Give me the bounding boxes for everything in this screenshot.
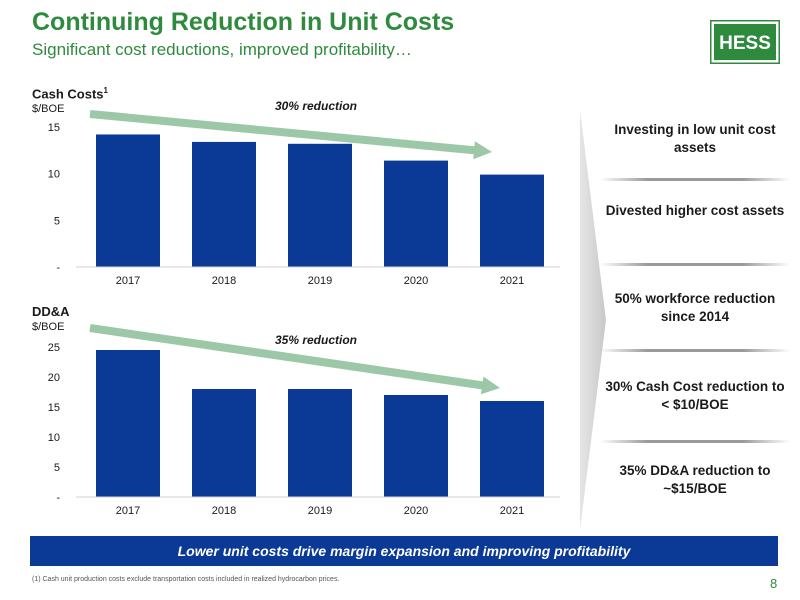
cash-costs-y-tick-label: 5 — [54, 215, 60, 227]
dda-header: DD&A $/BOE — [32, 304, 70, 333]
panel-item-divested: Divested higher cost assets — [605, 203, 785, 218]
dda-bar-2021 — [480, 401, 544, 497]
panel-item-workforce: 50% workforce reduction since 2014 — [614, 291, 776, 324]
dda-y-tick-label: 15 — [48, 402, 60, 414]
dda-reduction-annotation: 35% reduction — [275, 333, 357, 347]
cash-costs-reduction-annotation: 30% reduction — [275, 99, 357, 113]
dda-x-tick-label: 2020 — [404, 505, 428, 517]
cash-costs-bar-2021 — [480, 174, 544, 267]
hess-logo: HESS — [710, 20, 780, 64]
page-number: 8 — [770, 576, 778, 591]
cash-costs-title: Cash Costs1 — [32, 86, 108, 102]
dda-x-tick-label: 2017 — [116, 505, 140, 517]
dda-y-tick-label: - — [56, 492, 60, 504]
dda-x-tick-label: 2019 — [308, 505, 332, 517]
cash-costs-bar-2018 — [192, 141, 256, 267]
cash-costs-x-tick-label: 2019 — [308, 275, 332, 287]
dda-title: DD&A — [32, 304, 70, 319]
cash-costs-x-tick-label: 2020 — [404, 275, 428, 287]
page-subtitle: Significant cost reductions, improved pr… — [32, 40, 412, 59]
cash-costs-x-tick-label: 2018 — [212, 275, 236, 287]
dda-bar-2017 — [96, 350, 160, 497]
dda-bar-2020 — [384, 395, 448, 497]
cash-costs-y-tick-label: 15 — [48, 122, 60, 134]
panel-divider — [600, 440, 790, 443]
dda-y-tick-label: 10 — [48, 432, 60, 444]
panel-divider — [600, 178, 790, 181]
page-title: Continuing Reduction in Unit Costs — [32, 8, 455, 36]
cash-costs-bar-2020 — [384, 160, 448, 267]
footnote: (1) Cash unit production costs exclude t… — [32, 576, 340, 583]
dda-trend-arrow — [89, 324, 501, 395]
dda-bar-2018 — [192, 389, 256, 497]
dda-y-tick-label: 20 — [48, 372, 60, 384]
cash-costs-y-tick-label: 10 — [48, 169, 60, 181]
dda-bar-2019 — [288, 389, 352, 497]
cash-costs-header: Cash Costs1 $/BOE — [32, 86, 108, 115]
panel-divider — [600, 263, 790, 266]
dda-y-tick-label: 25 — [48, 342, 60, 354]
panel-item-dda: 35% DD&A reduction to ~$15/BOE — [619, 463, 771, 496]
panel-item-cash-cost: 30% Cash Cost reduction to < $10/BOE — [605, 379, 785, 412]
panel-divider — [600, 349, 790, 352]
cash-costs-chart: 15 10 5 - 2017 2018 2019 2020 2021 30% reduction — [48, 99, 560, 287]
panel-item-low-unit-cost: Investing in low unit cost assets — [614, 122, 776, 155]
panel-chevron — [580, 110, 606, 530]
dda-x-tick-label: 2018 — [212, 505, 236, 517]
dda-unit: $/BOE — [32, 321, 65, 333]
dda-x-tick-label: 2021 — [500, 505, 524, 517]
cash-costs-trend-arrow — [89, 110, 492, 160]
cash-costs-x-tick-label: 2021 — [500, 275, 524, 287]
cash-costs-bar-2017 — [96, 134, 160, 267]
cash-costs-bar-2019 — [288, 143, 352, 267]
cash-costs-unit: $/BOE — [32, 103, 65, 116]
dda-y-tick-label: 5 — [54, 462, 60, 474]
cash-costs-x-tick-label: 2017 — [116, 275, 140, 287]
logo-text: HESS — [719, 33, 771, 54]
summary-banner: Lower unit costs drive margin expansion … — [30, 536, 778, 566]
dda-chart: 25 20 15 10 5 - 2017 2018 2019 2020 2021 35% reduct… — [48, 324, 560, 517]
cash-costs-y-tick-label: - — [56, 262, 60, 274]
